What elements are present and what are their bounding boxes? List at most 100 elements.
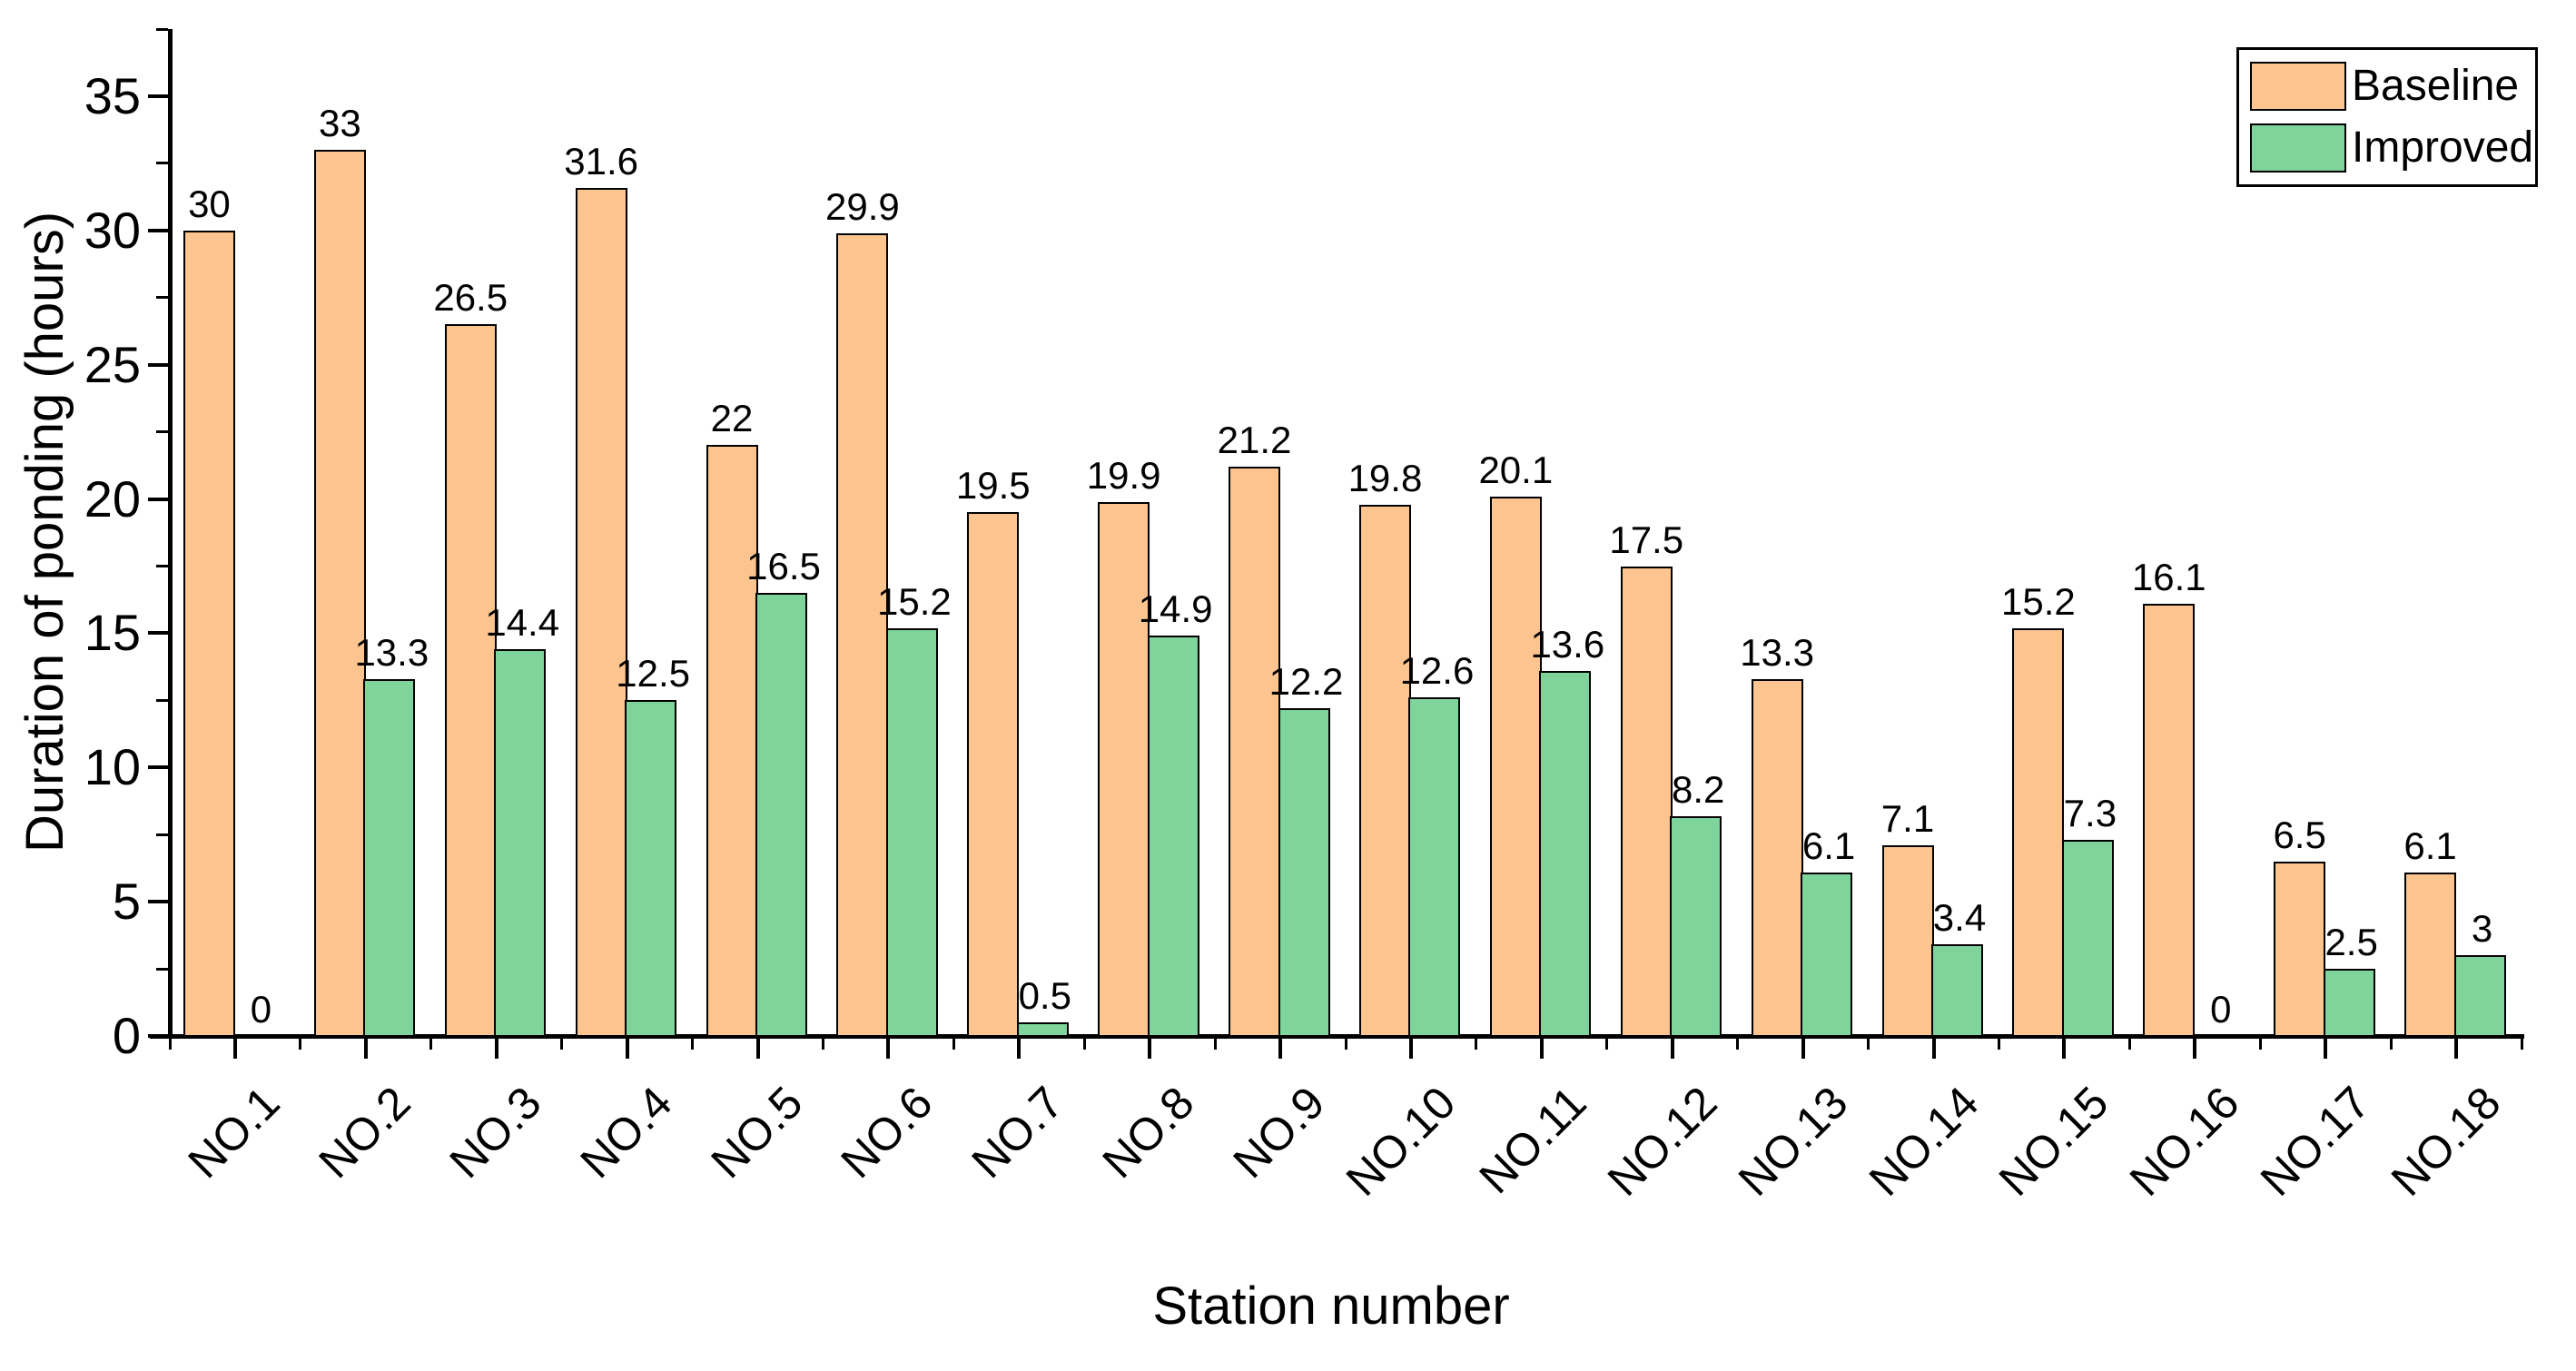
x-minor-tick (1736, 1038, 1740, 1050)
bar-value-label: 3.4 (1932, 896, 1987, 940)
legend-entry-improved: Improved (2250, 122, 2533, 174)
bar-value-label: 15.2 (2001, 579, 2076, 623)
x-minor-tick (1867, 1038, 1870, 1050)
bar-value-label: 17.5 (1609, 518, 1684, 561)
bar-baseline-NO.12 (1620, 566, 1673, 1037)
y-tick-label: 30 (84, 201, 141, 259)
bar-value-label: 33 (318, 102, 361, 145)
x-minor-tick (2520, 1038, 2523, 1050)
bar-value-label: 2.5 (2324, 921, 2378, 964)
x-major-tick (1539, 1038, 1544, 1059)
bar-value-label: 15.2 (877, 579, 952, 623)
bar-baseline-NO.4 (575, 187, 627, 1037)
bar-value-label: 19.5 (955, 464, 1031, 508)
bar-value-label: 12.2 (1268, 660, 1344, 704)
legend-label-baseline: Baseline (2352, 62, 2520, 110)
y-minor-tick (155, 296, 168, 300)
bar-value-label: 14.4 (485, 601, 560, 645)
x-minor-tick (560, 1038, 564, 1050)
y-tick-label: 10 (84, 738, 141, 796)
bar-value-label: 13.3 (354, 630, 429, 674)
y-tick-label: 5 (112, 873, 141, 931)
y-minor-tick (155, 967, 168, 971)
y-major-tick (147, 362, 168, 367)
bar-improved-NO.15 (2061, 840, 2114, 1037)
bar-baseline-NO.7 (967, 512, 1020, 1037)
x-minor-tick (2258, 1038, 2262, 1050)
bar-value-label: 7.1 (1880, 797, 1935, 841)
bar-baseline-NO.1 (183, 230, 235, 1037)
y-tick-label: 35 (84, 67, 141, 125)
x-major-tick (1801, 1038, 1805, 1059)
y-minor-tick (155, 162, 168, 165)
bar-value-label: 8.2 (1672, 767, 1725, 811)
legend: Baseline Improved (2236, 47, 2538, 187)
x-minor-tick (2389, 1038, 2393, 1050)
x-minor-tick (1605, 1038, 1609, 1050)
x-axis-line (150, 1033, 2524, 1039)
bar-improved-NO.5 (755, 593, 807, 1037)
bar-improved-NO.11 (1539, 670, 1592, 1037)
y-tick-label: 0 (112, 1007, 141, 1064)
x-minor-tick (1213, 1038, 1217, 1050)
x-minor-tick (1475, 1038, 1478, 1050)
y-minor-tick (155, 565, 168, 568)
x-major-tick (755, 1038, 760, 1059)
y-major-tick (147, 765, 168, 770)
x-major-tick (2062, 1038, 2067, 1059)
bar-value-label: 6.1 (1801, 824, 1856, 867)
bar-improved-NO.13 (1801, 872, 1853, 1037)
bar-improved-NO.10 (1408, 697, 1461, 1037)
x-minor-tick (1997, 1038, 2000, 1050)
y-minor-tick (155, 27, 168, 31)
bar-baseline-NO.15 (2012, 627, 2065, 1037)
bar-value-label: 29.9 (825, 184, 900, 228)
x-minor-tick (168, 1038, 172, 1050)
y-tick-label: 20 (84, 469, 141, 528)
bar-value-label: 13.6 (1530, 622, 1605, 666)
bar-value-label: 12.5 (616, 652, 690, 695)
y-major-tick (147, 497, 168, 501)
bar-improved-NO.4 (625, 700, 677, 1037)
y-major-tick (147, 228, 168, 232)
y-axis-title: Duration of ponding (hours) (15, 211, 74, 853)
bar-value-label: 16.1 (2131, 555, 2206, 598)
x-major-tick (232, 1038, 237, 1059)
bar-improved-NO.9 (1278, 708, 1330, 1037)
y-minor-tick (155, 430, 168, 434)
x-major-tick (1931, 1038, 1936, 1059)
x-minor-tick (429, 1038, 433, 1050)
legend-swatch-baseline (2250, 62, 2346, 111)
bar-value-label: 0 (2210, 988, 2232, 1031)
x-major-tick (1408, 1038, 1413, 1059)
bar-baseline-NO.10 (1358, 504, 1411, 1037)
bar-baseline-NO.2 (313, 150, 366, 1037)
x-minor-tick (1344, 1038, 1347, 1050)
legend-label-improved: Improved (2352, 123, 2534, 172)
bar-value-label: 6.5 (2273, 813, 2326, 856)
bar-improved-NO.8 (1147, 636, 1199, 1037)
legend-swatch-improved (2250, 123, 2346, 173)
bar-value-label: 0.5 (1018, 974, 1071, 1018)
bar-baseline-NO.5 (706, 445, 758, 1037)
y-major-tick (147, 1034, 168, 1038)
x-major-tick (625, 1038, 629, 1059)
bar-improved-NO.12 (1670, 815, 1722, 1037)
bar-improved-NO.14 (1931, 944, 1983, 1037)
y-tick-label: 25 (84, 335, 141, 393)
x-major-tick (1148, 1038, 1152, 1059)
bar-value-label: 19.9 (1086, 453, 1161, 497)
x-axis-title: Station number (1152, 1277, 1510, 1336)
y-major-tick (147, 631, 168, 636)
bar-baseline-NO.18 (2404, 872, 2457, 1037)
bar-value-label: 21.2 (1217, 419, 1292, 462)
bar-value-label: 0 (250, 988, 272, 1031)
bar-baseline-NO.17 (2274, 861, 2326, 1037)
bar-value-label: 30 (188, 182, 231, 225)
bar-value-label: 14.9 (1138, 587, 1213, 631)
x-major-tick (2324, 1038, 2328, 1059)
bar-baseline-NO.11 (1489, 496, 1542, 1037)
bar-baseline-NO.3 (444, 324, 497, 1037)
x-major-tick (1017, 1038, 1022, 1059)
